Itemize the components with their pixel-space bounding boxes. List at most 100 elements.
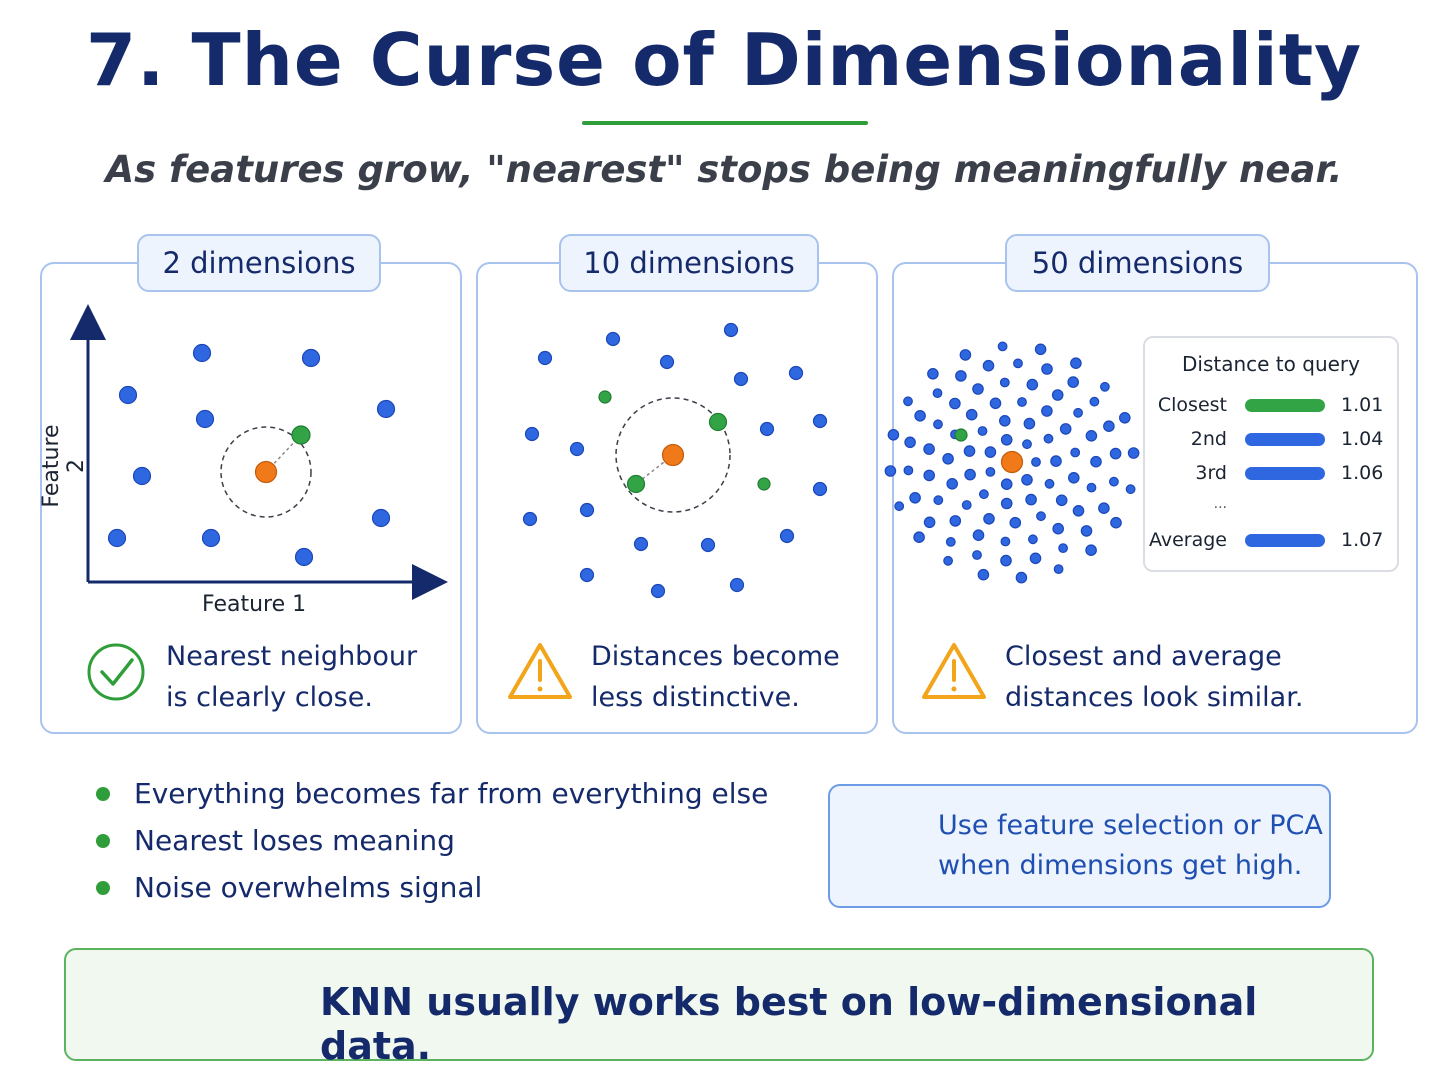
note-line: Closest and average [1005, 641, 1282, 672]
data-point [903, 396, 913, 407]
warning-triangle-icon [508, 643, 572, 699]
data-point [812, 481, 828, 497]
data-point [1127, 447, 1140, 459]
distance-row-label: 3rd [1195, 462, 1227, 484]
bullet-item: Noise overwhelms signal [96, 864, 768, 911]
data-point [1036, 511, 1046, 522]
data-point [949, 397, 961, 410]
data-point [1017, 397, 1027, 407]
data-point [1000, 554, 1012, 567]
distance-ellipsis: ... [1213, 496, 1227, 512]
data-point [733, 371, 749, 387]
distance-row-value: 1.01 [1341, 394, 1384, 416]
bullet-list: Everything becomes far from everything e… [96, 770, 768, 911]
data-point [195, 409, 215, 429]
data-point [1000, 536, 1011, 547]
data-point [927, 367, 939, 380]
data-point [376, 399, 396, 419]
data-point [949, 515, 962, 527]
data-point [923, 443, 935, 455]
data-point [961, 500, 972, 510]
data-point [1085, 429, 1098, 442]
data-point [192, 343, 212, 363]
data-point [942, 452, 954, 465]
data-point [914, 409, 926, 422]
data-point [1059, 423, 1072, 435]
page-title: 7. The Curse of Dimensionality [85, 18, 1363, 102]
panel-2d [40, 262, 462, 734]
page-subtitle: As features grow, "nearest" stops being … [105, 148, 1343, 191]
data-point [1013, 358, 1023, 369]
panel-2d-note: Nearest neighbour is clearly close. [166, 636, 417, 718]
data-point [1070, 447, 1081, 458]
data-point [1025, 493, 1037, 506]
data-point [1086, 482, 1097, 493]
distance-row-value: 1.07 [1341, 529, 1384, 551]
tab-10-dimensions: 10 dimensions [559, 234, 819, 292]
data-point [933, 419, 943, 430]
data-point [923, 469, 935, 482]
data-point [1015, 571, 1028, 584]
data-point [537, 350, 553, 366]
tab-50-dimensions: 50 dimensions [1005, 234, 1270, 292]
panel-2d-points [107, 343, 396, 567]
data-point [522, 511, 538, 527]
data-point [107, 528, 127, 548]
warning-triangle-icon [922, 643, 986, 699]
bullet-item: Everything becomes far from everything e… [96, 770, 768, 817]
data-point [904, 436, 916, 449]
data-point [650, 583, 666, 599]
data-point [977, 426, 988, 436]
data-point [1051, 389, 1064, 401]
bullet-text: Nearest loses meaning [134, 824, 455, 857]
distance-bar [1245, 433, 1325, 446]
nearest-neighbour-point [954, 428, 968, 442]
data-point [999, 377, 1010, 388]
distance-bar [1245, 534, 1325, 547]
tip-line: when dimensions get high. [938, 850, 1303, 881]
data-point [1072, 504, 1085, 517]
distance-row-label: Average [1148, 529, 1227, 551]
note-line: Distances become [591, 641, 840, 672]
distance-row-2nd: 2nd 1.04 [1145, 424, 1397, 454]
data-point [1119, 411, 1131, 424]
neighbour-point [598, 390, 612, 404]
note-line: distances look similar. [1005, 682, 1304, 713]
tip-box: Use feature selection or PCA when dimens… [828, 784, 1331, 908]
distance-row-average: Average 1.07 [1145, 525, 1397, 555]
data-point [945, 537, 956, 547]
nearest-neighbour-point [626, 474, 646, 494]
y-axis-label: Feature 2 [39, 424, 89, 508]
data-point [1089, 396, 1100, 407]
data-point [659, 354, 675, 370]
data-point [1108, 476, 1119, 487]
bullet-dot [96, 833, 110, 848]
panel-10d-note: Distances become less distinctive. [591, 636, 840, 718]
data-point [1000, 478, 1013, 490]
data-point [1031, 457, 1041, 467]
bullet-text: Everything becomes far from everything e… [134, 777, 769, 810]
data-point [1009, 516, 1022, 529]
data-point [723, 322, 739, 338]
data-point [1068, 471, 1080, 484]
data-point [1050, 455, 1062, 467]
data-point [1067, 376, 1079, 388]
data-point [371, 508, 391, 528]
data-point [1021, 473, 1033, 486]
query-point [661, 443, 685, 467]
data-point [964, 468, 976, 481]
nearest-neighbour-point [291, 425, 311, 445]
data-point [997, 341, 1008, 352]
x-axis-label: Feature 1 [202, 592, 307, 617]
tip-line: Use feature selection or PCA [938, 810, 1323, 841]
distance-row-value: 1.04 [1341, 428, 1384, 450]
distance-row-label: Closest [1157, 394, 1227, 416]
data-point [301, 348, 321, 368]
data-point [913, 531, 925, 543]
data-point [963, 445, 976, 457]
data-point [972, 529, 985, 541]
data-point [569, 441, 585, 457]
data-point [1109, 447, 1122, 460]
data-point [932, 388, 943, 399]
note-line: less distinctive. [591, 682, 800, 713]
